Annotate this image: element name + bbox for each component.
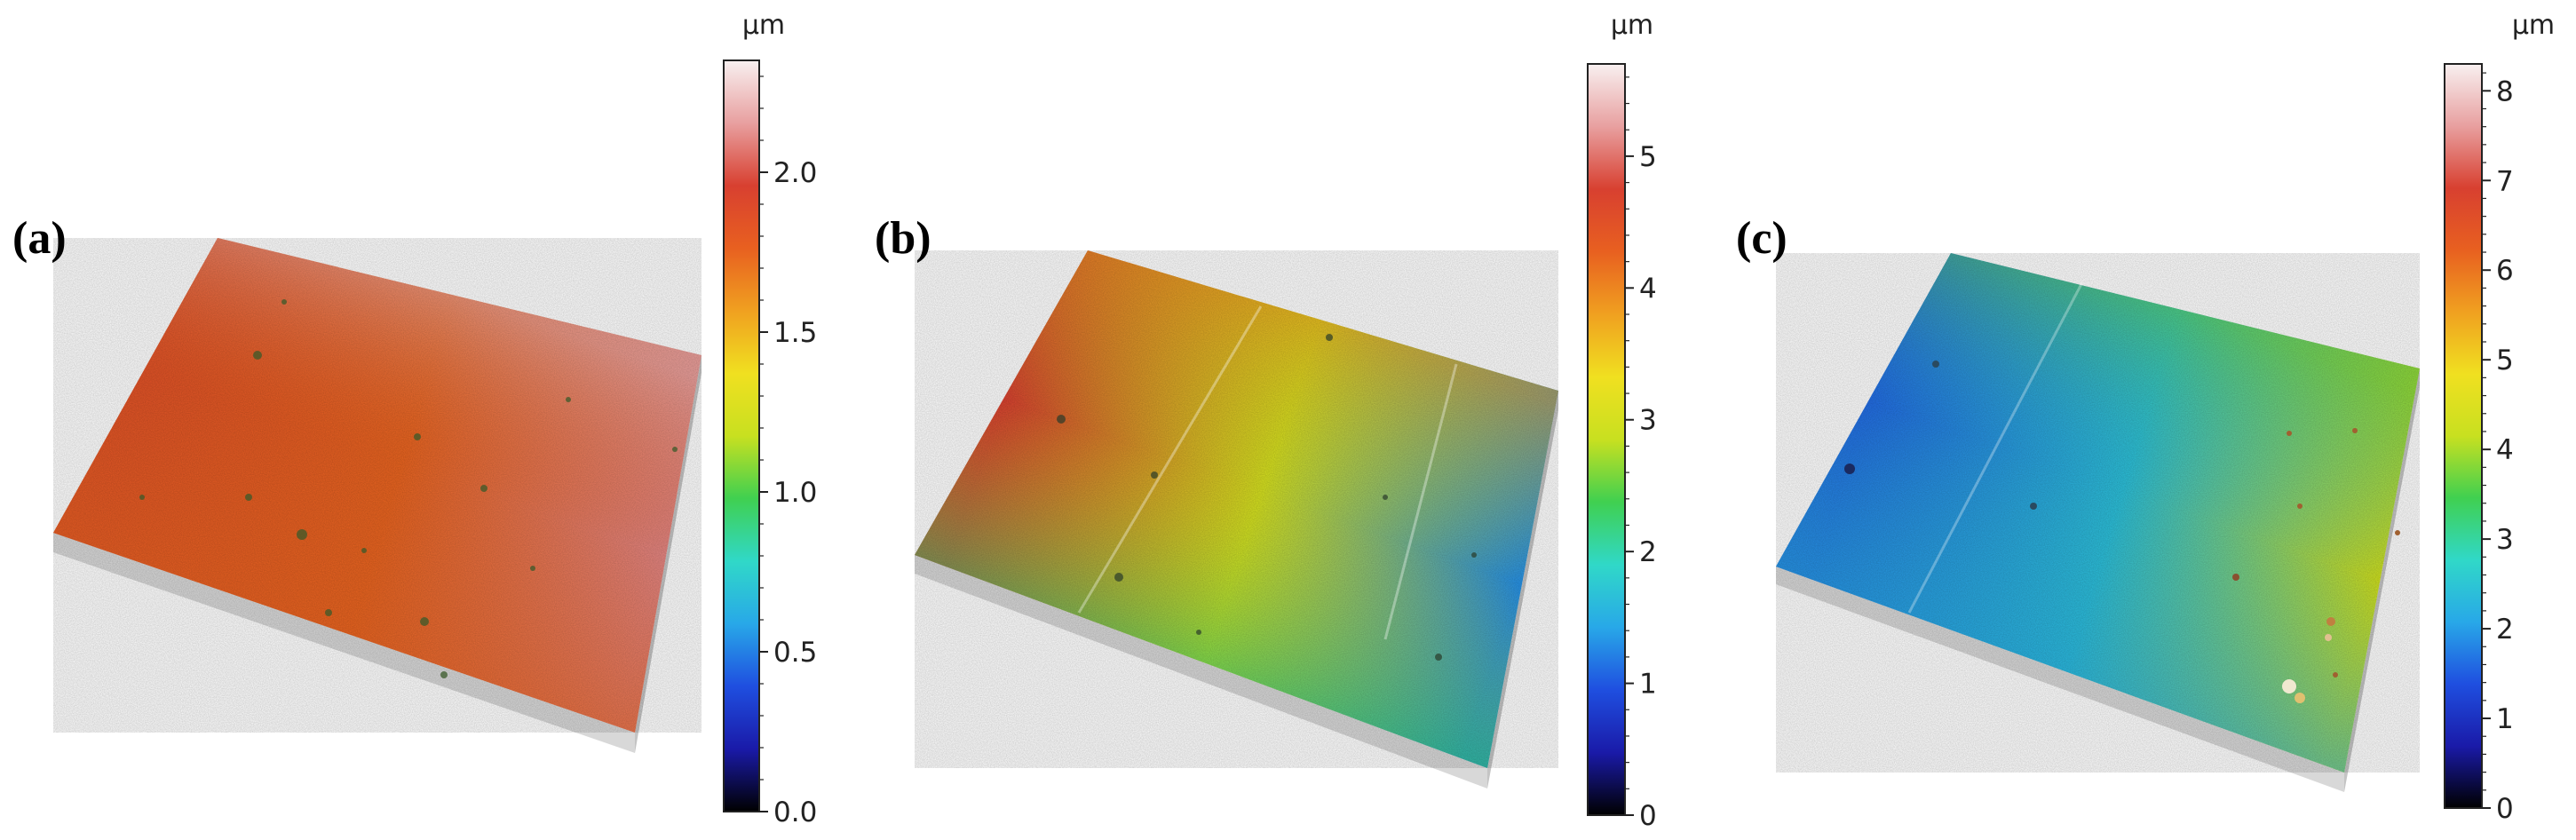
color-bar-ticks: 0 1 2 3 4 5 6 7 8 (2482, 72, 2514, 825)
color-bar-tick-label: 4 (2496, 434, 2514, 466)
surface-plot (53, 238, 701, 753)
color-bar-tick-label: 4 (1639, 273, 1657, 305)
base-slab-side (1487, 391, 1558, 788)
surface-pits (1057, 334, 1477, 661)
color-bar-tick-label: 1 (1639, 669, 1657, 701)
base-slab-front (1776, 567, 2344, 792)
surface-texture (1776, 253, 2420, 773)
color-bar-tick-label: 1 (2496, 703, 2514, 735)
base-slab-side (635, 355, 701, 753)
unit-label: µm (1611, 10, 1653, 41)
color-scale: µm 0 1 2 3 4 5 (1587, 10, 1657, 832)
color-bar-tick-label: 6 (2496, 255, 2514, 287)
surface-plot (1776, 253, 2420, 792)
color-bar-tick-label: 2 (2496, 614, 2514, 646)
color-bar-tick-label: 0 (1639, 800, 1657, 832)
surface-texture (915, 250, 1558, 768)
color-bar-tick-label: 3 (2496, 524, 2514, 556)
color-bar-tick-label: 2.0 (773, 157, 817, 189)
surface-plot (915, 250, 1558, 788)
color-bar-tick-label: 3 (1639, 405, 1657, 437)
color-bar-ticks: 0.0 0.5 1.0 1.5 2.0 (759, 75, 817, 828)
unit-label: µm (2512, 10, 2555, 41)
color-scale: µm 0.0 0.5 1.0 1.5 2.0 (723, 10, 817, 828)
color-bar (2444, 63, 2483, 809)
surface-pits (139, 299, 678, 678)
color-bar (1587, 63, 1626, 816)
panel-label: (a) (12, 213, 67, 264)
surface-scratches (1077, 305, 1458, 640)
unit-label: µm (742, 10, 785, 41)
panel-label: (c) (1736, 213, 1787, 264)
base-slab-side (2344, 368, 2420, 792)
color-bar-tick-label: 0.0 (773, 796, 817, 828)
base-slab-front (915, 555, 1487, 788)
color-bar-tick-label: 0 (2496, 793, 2514, 825)
surface-texture (53, 238, 701, 733)
panel-a: (a) µm 0.0 0.5 1.0 1.5 2.0 (12, 10, 817, 828)
color-bar-tick-label: 1.0 (773, 477, 817, 509)
color-bar-tick-label: 7 (2496, 165, 2514, 197)
color-bar-tick-label: 5 (2496, 345, 2514, 376)
surface-scratches (1907, 281, 2084, 614)
color-bar-tick-label: 0.5 (773, 637, 817, 669)
base-slab-front (53, 533, 635, 753)
color-bar-tick-label: 1.5 (773, 317, 817, 349)
color-bar-ticks: 0 1 2 3 4 5 (1625, 76, 1657, 832)
color-bar-tick-label: 2 (1639, 536, 1657, 568)
color-bar-tick-label: 5 (1639, 141, 1657, 173)
color-bar-tick-label: 8 (2496, 75, 2514, 107)
panel-c: (c) (1736, 10, 2555, 825)
surface-particles (1844, 361, 2400, 703)
panel-label: (b) (875, 213, 931, 264)
panel-b: (b) µm 0 1 2 3 4 5 (875, 10, 1657, 832)
color-scale: µm 0 1 2 3 4 5 6 7 8 (2444, 10, 2555, 825)
color-bar (723, 59, 760, 812)
